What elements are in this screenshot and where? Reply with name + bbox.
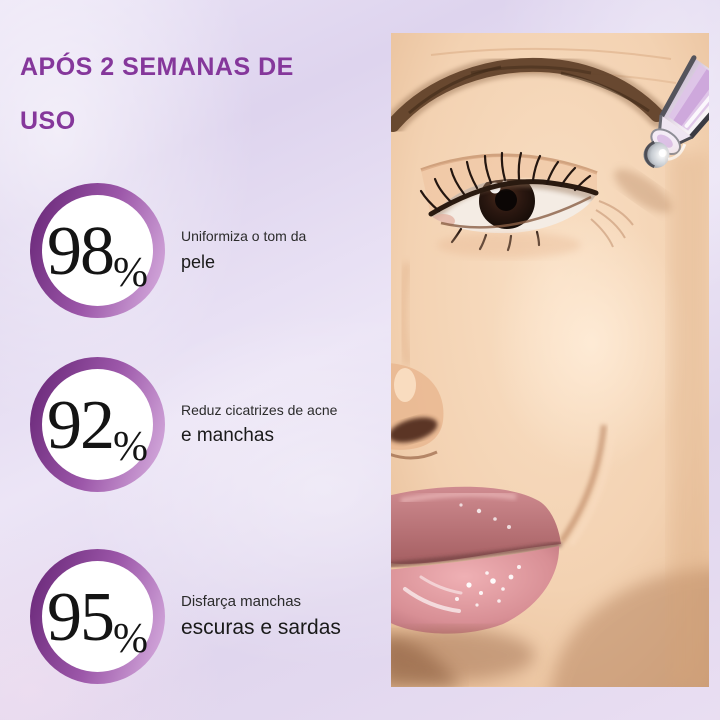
roller-ball-highlight bbox=[658, 149, 667, 158]
stat-circle-92: 92% bbox=[30, 357, 165, 492]
stat-circle-95: 95% bbox=[30, 549, 165, 684]
nasolabial-highlight bbox=[568, 428, 616, 547]
eyebrow bbox=[391, 53, 670, 136]
lower-lip bbox=[391, 546, 560, 634]
stat-circle-inner: 98% bbox=[42, 195, 153, 306]
headline-line-1: APÓS 2 SEMANAS DE bbox=[20, 53, 294, 81]
upper-lip bbox=[391, 486, 561, 564]
stat-circle-inner: 95% bbox=[42, 561, 153, 672]
upper-lashline bbox=[428, 179, 599, 217]
eyelid-crease bbox=[420, 153, 598, 175]
cheek-highlight bbox=[491, 213, 691, 473]
face-photo-illustration bbox=[391, 33, 709, 687]
stat-circle-98: 98% bbox=[30, 183, 165, 318]
headline-line-2: USO bbox=[20, 107, 76, 135]
nose-base-crease bbox=[391, 450, 438, 460]
mouth-line bbox=[391, 541, 562, 567]
nose bbox=[391, 262, 444, 460]
percent-sign: % bbox=[113, 424, 148, 471]
nostril bbox=[391, 417, 438, 443]
stat-row-92: 92% Reduz cicatrizes de acne e manchas bbox=[30, 357, 337, 492]
nose-bridge-shadow bbox=[397, 262, 414, 367]
crows-feet bbox=[590, 200, 634, 248]
stat-value: 98 bbox=[47, 213, 115, 290]
stat-row-98: 98% Uniformiza o tom da pele bbox=[30, 183, 306, 318]
under-eye-shadow bbox=[437, 232, 581, 258]
percent-sign: % bbox=[113, 250, 148, 297]
right-edge-shading bbox=[669, 153, 709, 687]
roller-ball bbox=[643, 141, 670, 168]
stat-value: 95 bbox=[47, 579, 115, 656]
lower-lashline bbox=[440, 195, 592, 229]
eye bbox=[419, 151, 634, 258]
barrel-gloss bbox=[684, 81, 709, 128]
stat-caption-line-2: escuras e sardas bbox=[181, 616, 341, 639]
below-lip-shadow bbox=[391, 629, 535, 681]
stat-caption: Reduz cicatrizes de acne e manchas bbox=[181, 400, 337, 449]
nasolabial-fold bbox=[558, 424, 607, 544]
stat-circle-inner: 92% bbox=[42, 369, 153, 480]
face-photo bbox=[391, 33, 709, 687]
roller-ball-rim bbox=[644, 140, 655, 169]
stat-caption-line-2: pele bbox=[181, 252, 216, 272]
lips bbox=[391, 486, 562, 681]
collar-liquid bbox=[656, 134, 673, 148]
barrel-edge-dark bbox=[688, 83, 709, 139]
stat-caption-line-2: e manchas bbox=[181, 425, 274, 446]
barrel-edge-dark bbox=[659, 55, 697, 119]
upper-lip-highlight bbox=[400, 490, 517, 504]
stat-caption: Disfarça manchas escuras e sardas bbox=[181, 592, 341, 641]
applicator-shadow bbox=[614, 169, 672, 213]
lid-shadow bbox=[431, 179, 597, 223]
stat-caption-line-1: Disfarça manchas bbox=[181, 593, 302, 610]
stat-caption-line-1: Uniformiza o tom da bbox=[181, 228, 307, 244]
stat-row-95: 95% Disfarça manchas escuras e sardas bbox=[30, 549, 341, 684]
headline: APÓS 2 SEMANAS DE USO bbox=[20, 40, 380, 148]
serum-roller-applicator bbox=[614, 55, 709, 213]
nose-tip-highlight bbox=[394, 368, 416, 402]
lip-gloss bbox=[403, 503, 521, 613]
stat-caption: Uniformiza o tom da pele bbox=[181, 226, 306, 275]
percent-sign: % bbox=[113, 616, 148, 663]
stat-value: 92 bbox=[47, 387, 115, 464]
forehead-line bbox=[430, 47, 672, 60]
serum-liquid-core bbox=[673, 69, 709, 126]
pupil bbox=[495, 189, 517, 211]
stat-caption-line-1: Reduz cicatrizes de acne bbox=[181, 402, 338, 418]
